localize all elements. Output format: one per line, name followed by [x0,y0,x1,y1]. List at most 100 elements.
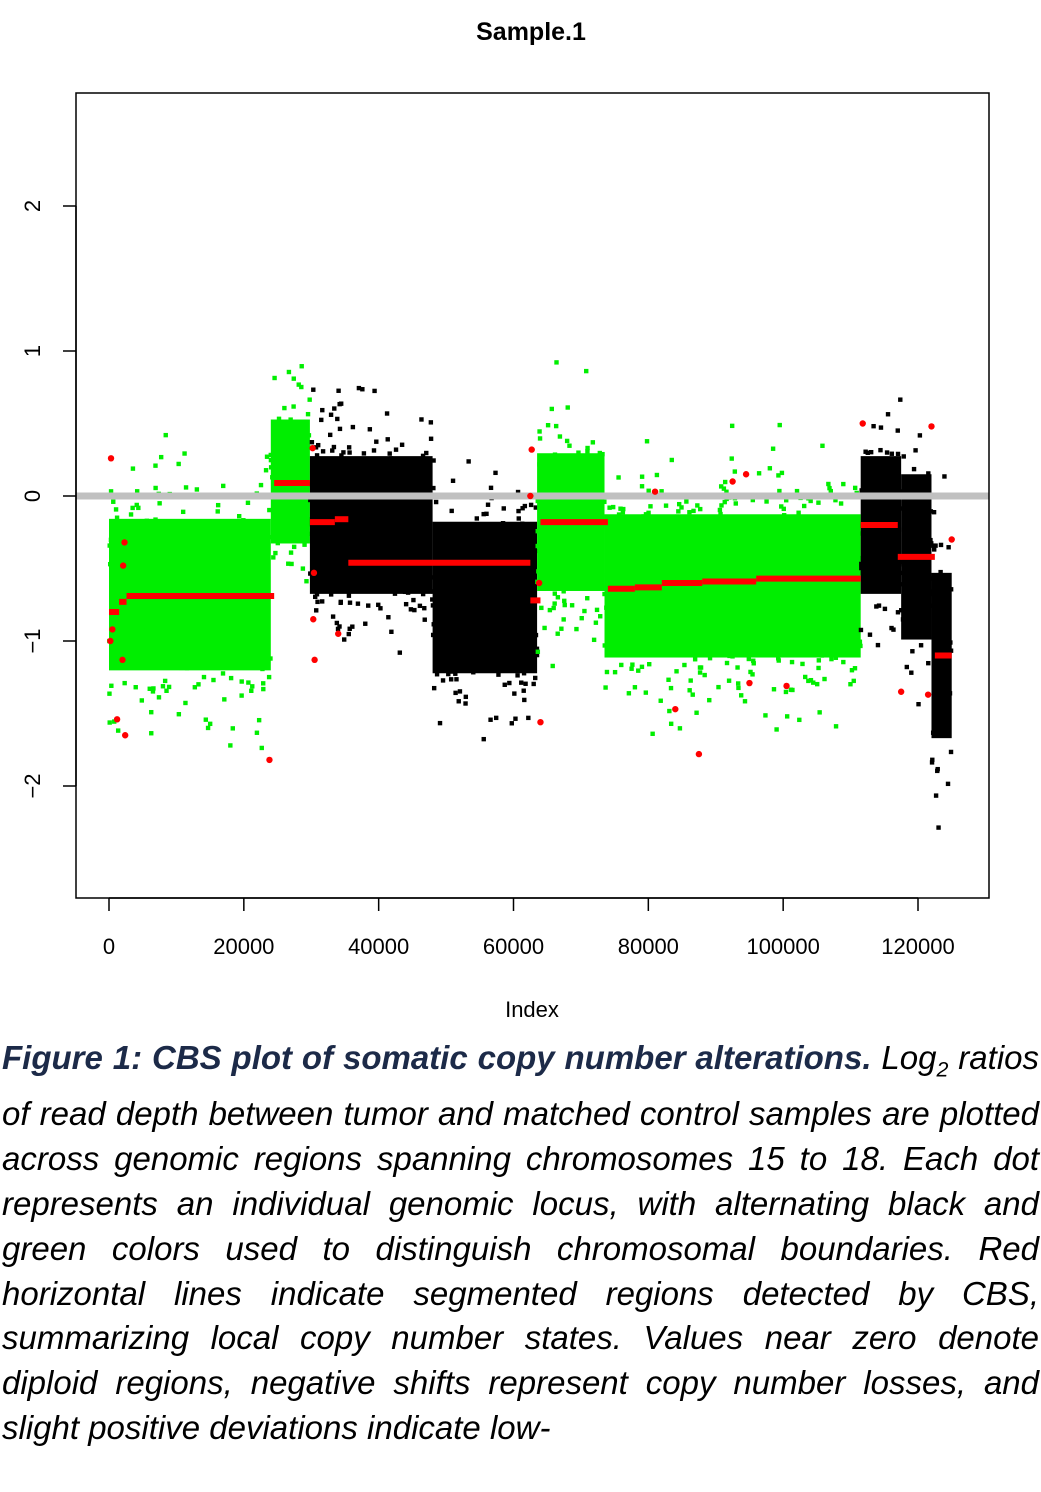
data-point [909,497,914,503]
data-point [376,472,381,477]
data-point [160,684,166,689]
data-point [502,571,507,576]
data-point [349,529,354,535]
data-point [639,484,645,489]
data-point [936,622,942,627]
data-point [644,439,650,444]
data-point [222,589,228,595]
data-point [188,618,194,623]
data-point [290,450,295,456]
data-point [422,484,428,489]
caption-subscript: 2 [936,1057,949,1082]
data-point [680,562,685,568]
data-point [728,585,734,591]
data-point [758,591,763,596]
data-point [930,576,936,581]
data-point [929,603,935,608]
data-point [756,607,761,613]
data-point [270,475,275,480]
data-point [638,603,643,608]
data-point [507,638,513,643]
data-point [250,648,255,653]
data-point [201,581,206,587]
x-tick-label: 120000 [881,934,954,959]
data-point [688,548,694,553]
data-point [509,598,514,604]
data-point [229,607,234,612]
data-point [419,526,424,531]
data-point [909,483,914,488]
data-point [536,569,541,574]
data-point [107,691,112,696]
data-point [262,620,267,626]
data-point [867,632,873,637]
data-point [846,610,851,616]
data-point [670,590,676,596]
data-point [619,662,624,668]
data-point [346,631,351,637]
data-point [248,660,253,666]
data-point [430,632,436,638]
data-point [853,628,858,633]
data-point [856,568,861,574]
data-point [256,628,261,634]
data-point [744,589,749,594]
data-point [252,603,258,609]
data-point [668,721,674,726]
data-point [765,586,770,592]
data-point [177,528,183,533]
data-point [838,598,843,603]
data-point [487,575,492,580]
data-point [175,652,180,658]
data-point [537,462,542,467]
data-point [500,637,505,642]
data-point [896,562,902,567]
data-point [526,715,531,721]
data-point [375,553,380,559]
data-point [156,533,161,538]
data-point [416,572,422,577]
data-point [233,610,238,616]
data-point [363,552,369,557]
data-point [593,620,599,625]
data-point [204,540,209,545]
data-point [883,567,889,573]
data-point [736,565,741,570]
data-point [463,701,468,706]
data-point [351,513,357,518]
segment-point [897,688,905,695]
data-point [356,385,362,391]
data-point [701,646,707,651]
data-point [347,551,353,556]
data-point [941,692,946,698]
data-point [449,669,454,674]
data-point [331,480,336,485]
segment-point [535,579,543,587]
data-point [942,674,947,679]
data-point [140,559,146,565]
data-point [649,551,654,556]
data-point [233,622,238,628]
data-point [371,448,377,453]
data-point [223,597,229,602]
data-point [410,536,415,541]
data-point [241,518,246,523]
data-point [111,499,116,504]
data-point [157,501,162,506]
data-point [201,540,207,545]
data-point [825,528,830,534]
data-point [684,639,689,645]
data-point [151,568,157,573]
data-point [156,695,162,700]
data-point [810,560,815,566]
data-point [283,520,288,525]
data-point [557,509,563,514]
data-point [134,631,140,637]
data-point [318,481,324,487]
data-point [850,533,856,538]
data-point [196,519,202,525]
data-point [328,529,333,535]
data-point [481,627,487,633]
data-point [372,553,378,559]
data-point [266,615,271,621]
